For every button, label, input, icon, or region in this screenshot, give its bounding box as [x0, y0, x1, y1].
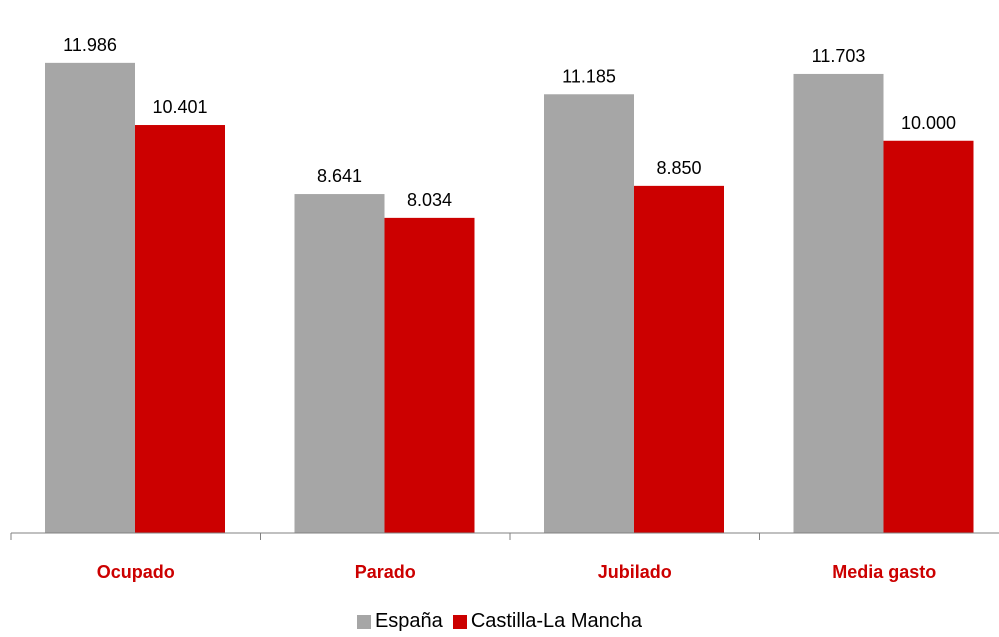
legend-swatch-espana — [356, 614, 371, 629]
category-label-jubilado: Jubilado — [598, 562, 672, 582]
bar-parado-espana — [294, 194, 385, 533]
legend-item-espana: España — [356, 610, 443, 633]
legend-label-castilla-la-mancha: Castilla-La Mancha — [470, 610, 643, 632]
data-label-ocupado-castilla-la-mancha: 10.401 — [152, 97, 207, 117]
category-label-media-gasto: Media gasto — [832, 562, 936, 582]
bar-parado-castilla-la-mancha — [384, 217, 475, 533]
category-label-parado: Parado — [355, 562, 416, 582]
legend-label-espana: España — [374, 610, 443, 632]
data-label-media-gasto-espana: 11.703 — [812, 46, 866, 66]
category-label-ocupado: Ocupado — [97, 562, 175, 582]
bar-ocupado-espana — [45, 62, 135, 533]
data-label-jubilado-castilla-la-mancha: 8.850 — [656, 158, 701, 178]
legend-item-castilla-la-mancha: Castilla-La Mancha — [452, 610, 643, 633]
bar-ocupado-castilla-la-mancha — [135, 125, 225, 533]
bar-jubilado-espana — [544, 94, 634, 534]
data-label-jubilado-espana: 11.185 — [562, 66, 616, 86]
legend-swatch-castilla-la-mancha — [452, 614, 467, 629]
data-label-parado-castilla-la-mancha: 8.034 — [407, 190, 452, 210]
bar-jubilado-castilla-la-mancha — [634, 185, 724, 533]
data-label-parado-espana: 8.641 — [317, 166, 362, 186]
data-label-ocupado-espana: 11.986 — [63, 35, 117, 55]
bar-media-gasto-castilla-la-mancha — [883, 140, 974, 533]
bar-media-gasto-espana — [793, 73, 884, 534]
data-label-media-gasto-castilla-la-mancha: 10.000 — [901, 113, 956, 133]
legend: España Castilla-La Mancha — [0, 610, 999, 633]
